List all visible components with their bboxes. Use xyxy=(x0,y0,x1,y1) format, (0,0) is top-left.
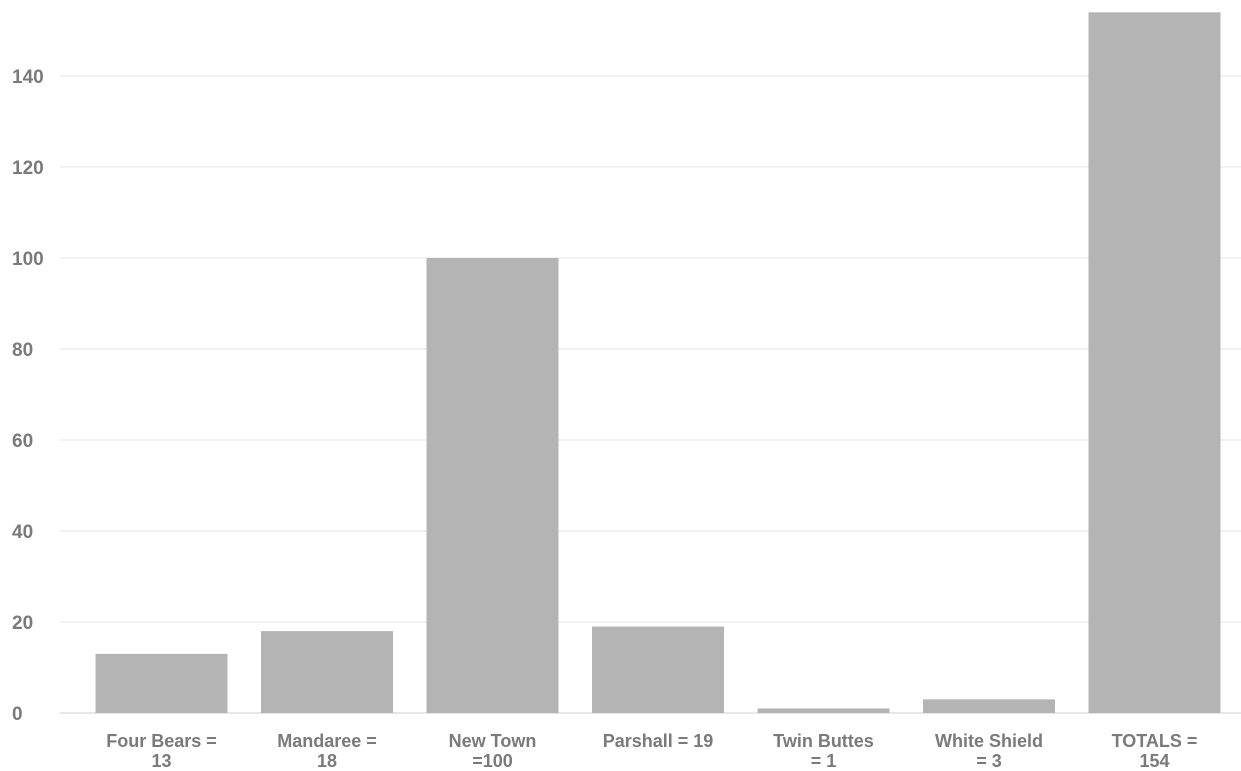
x-tick-label: Mandaree = 18 xyxy=(277,731,377,771)
y-tick-label: 20 xyxy=(12,613,33,634)
bar xyxy=(592,626,724,713)
bar xyxy=(757,708,890,713)
x-tick-label: Four Bears = 13 xyxy=(106,731,217,771)
bar xyxy=(426,258,559,713)
y-tick-label: 100 xyxy=(12,249,44,270)
bar xyxy=(261,631,393,713)
bar xyxy=(95,653,228,713)
x-tick-label: New Town =100 xyxy=(449,731,537,771)
x-tick-label: Parshall = 19 xyxy=(603,731,714,751)
y-tick-label: 60 xyxy=(12,431,33,452)
bar xyxy=(923,699,1055,713)
gridlines xyxy=(60,75,1241,714)
y-axis-ticks: 0 20 40 60 80 100 120 140 xyxy=(12,67,44,725)
y-tick-label: 80 xyxy=(12,340,33,361)
x-tick-label: Twin Buttes = 1 xyxy=(773,731,874,771)
x-axis-ticks: Four Bears = 13 Mandaree = 18 New Town =100 Pa… xyxy=(106,731,1197,771)
bars xyxy=(95,12,1221,714)
x-tick-label: TOTALS = 154 xyxy=(1112,731,1198,771)
y-tick-label: 0 xyxy=(12,704,23,725)
y-tick-label: 140 xyxy=(12,67,44,88)
x-tick-label: White Shield = 3 xyxy=(935,731,1043,771)
y-tick-label: 40 xyxy=(12,522,33,543)
bar xyxy=(1088,12,1221,714)
y-tick-label: 120 xyxy=(12,158,44,179)
